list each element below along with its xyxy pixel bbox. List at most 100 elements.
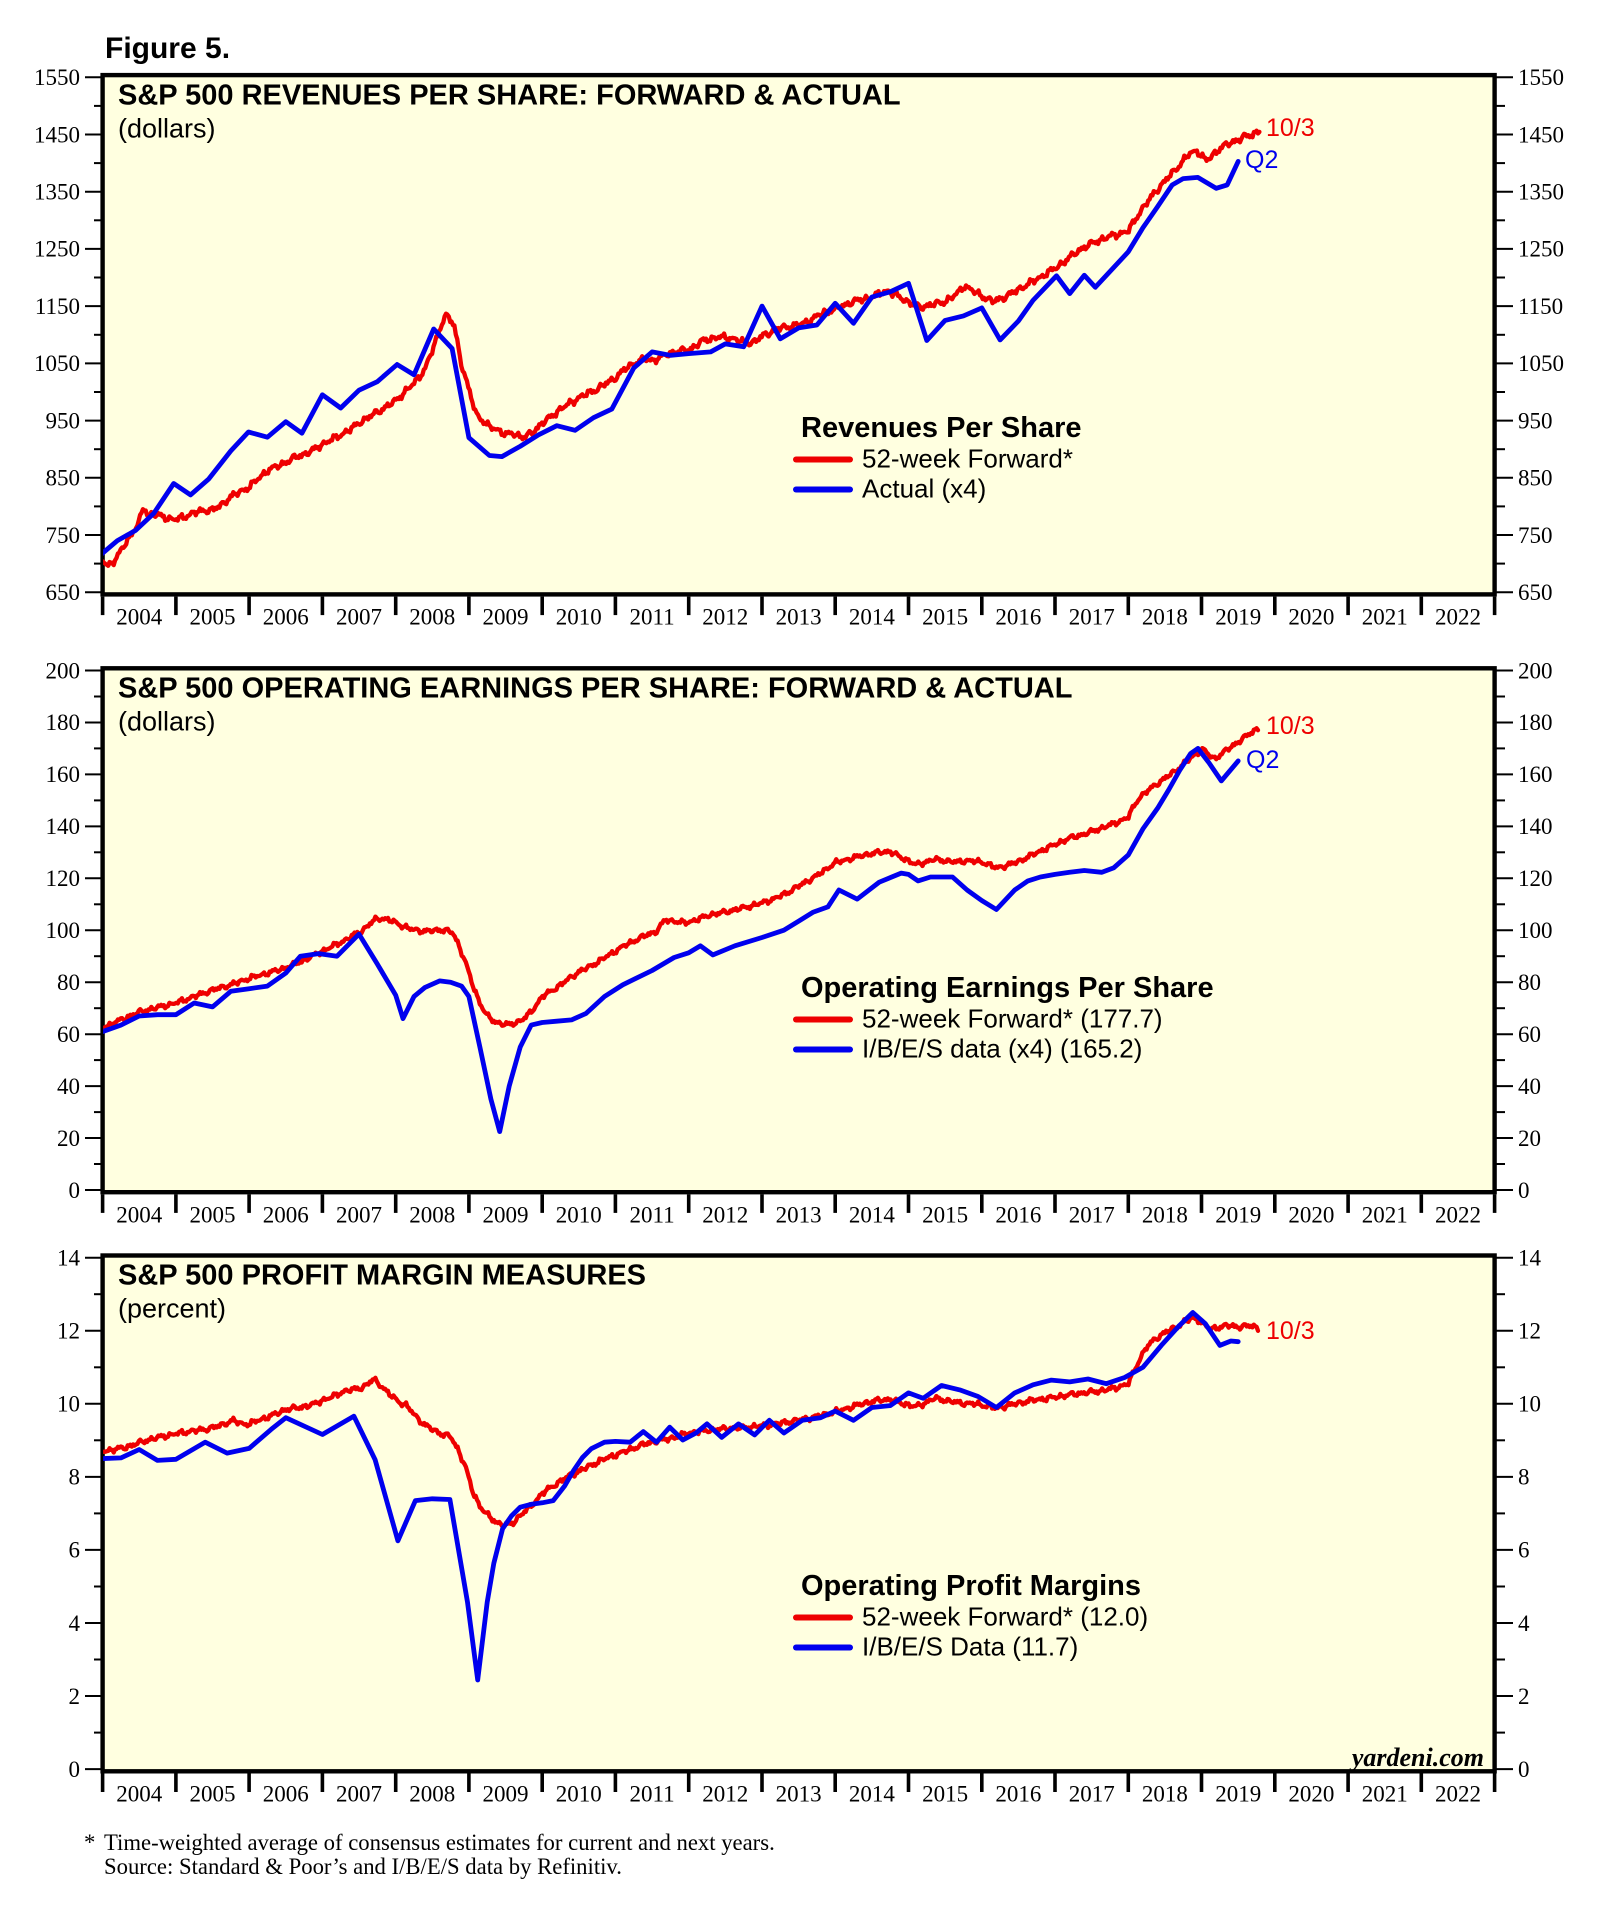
svg-text:120: 120	[1518, 866, 1553, 891]
svg-text:950: 950	[46, 408, 81, 433]
svg-text:2011: 2011	[630, 605, 675, 630]
svg-text:10/3: 10/3	[1266, 712, 1315, 740]
svg-text:2017: 2017	[1069, 605, 1115, 630]
svg-text:2019: 2019	[1215, 1203, 1261, 1228]
svg-text:(dollars): (dollars)	[118, 707, 216, 737]
svg-text:2012: 2012	[702, 1782, 748, 1807]
svg-text:Actual (x4): Actual (x4)	[862, 474, 986, 504]
svg-text:40: 40	[1518, 1074, 1541, 1099]
svg-text:2018: 2018	[1142, 605, 1188, 630]
svg-text:100: 100	[1518, 918, 1553, 943]
svg-text:*: *	[84, 1830, 95, 1855]
svg-text:2006: 2006	[263, 1782, 309, 1807]
svg-text:10/3: 10/3	[1266, 114, 1315, 142]
svg-text:1250: 1250	[34, 237, 80, 262]
svg-text:2019: 2019	[1215, 1782, 1261, 1807]
svg-text:2012: 2012	[702, 1203, 748, 1228]
svg-text:2022: 2022	[1435, 1203, 1481, 1228]
svg-text:6: 6	[69, 1538, 81, 1563]
svg-text:2013: 2013	[776, 1203, 822, 1228]
svg-text:52-week Forward*: 52-week Forward*	[862, 444, 1073, 474]
svg-text:2021: 2021	[1362, 1782, 1408, 1807]
svg-text:2008: 2008	[409, 1782, 455, 1807]
svg-text:2007: 2007	[336, 1203, 382, 1228]
svg-text:2011: 2011	[630, 1203, 675, 1228]
svg-text:Source: Standard & Poor’s and: Source: Standard & Poor’s and I/B/E/S da…	[104, 1854, 622, 1879]
svg-text:2019: 2019	[1215, 605, 1261, 630]
svg-text:2014: 2014	[849, 605, 896, 630]
svg-text:2010: 2010	[556, 1203, 602, 1228]
svg-text:2007: 2007	[336, 1782, 382, 1807]
svg-text:2017: 2017	[1069, 1782, 1115, 1807]
svg-text:6: 6	[1518, 1538, 1530, 1563]
svg-text:1050: 1050	[1518, 351, 1564, 376]
svg-text:2006: 2006	[263, 1203, 309, 1228]
svg-text:(percent): (percent)	[118, 1294, 226, 1324]
svg-text:60: 60	[57, 1022, 80, 1047]
svg-text:2018: 2018	[1142, 1203, 1188, 1228]
svg-text:2010: 2010	[556, 1782, 602, 1807]
svg-text:100: 100	[46, 918, 81, 943]
svg-text:0: 0	[69, 1757, 81, 1782]
svg-text:10/3: 10/3	[1266, 1317, 1315, 1345]
svg-text:2009: 2009	[483, 605, 529, 630]
svg-text:2013: 2013	[776, 1782, 822, 1807]
svg-text:Time-weighted average of conse: Time-weighted average of consensus estim…	[104, 1830, 775, 1855]
svg-text:160: 160	[46, 762, 81, 787]
svg-text:Operating Profit Margins: Operating Profit Margins	[801, 1570, 1141, 1602]
svg-text:80: 80	[1518, 970, 1541, 995]
svg-text:2017: 2017	[1069, 1203, 1115, 1228]
svg-text:2014: 2014	[849, 1203, 896, 1228]
svg-text:Q2: Q2	[1245, 146, 1278, 174]
svg-text:S&P 500 PROFIT MARGIN MEASURES: S&P 500 PROFIT MARGIN MEASURES	[118, 1260, 646, 1292]
svg-text:10: 10	[1518, 1392, 1541, 1417]
svg-text:Figure 5.: Figure 5.	[105, 32, 230, 65]
svg-text:40: 40	[57, 1074, 80, 1099]
svg-text:2022: 2022	[1435, 605, 1481, 630]
svg-text:1050: 1050	[34, 351, 80, 376]
svg-text:2006: 2006	[263, 605, 309, 630]
svg-text:2020: 2020	[1288, 1782, 1334, 1807]
svg-text:80: 80	[57, 970, 80, 995]
svg-text:8: 8	[69, 1465, 81, 1490]
svg-text:14: 14	[1518, 1246, 1542, 1271]
svg-text:850: 850	[1518, 466, 1553, 491]
svg-text:2011: 2011	[630, 1782, 675, 1807]
svg-text:1350: 1350	[34, 180, 80, 205]
svg-text:12: 12	[57, 1319, 80, 1344]
svg-text:2016: 2016	[995, 1782, 1041, 1807]
svg-text:1550: 1550	[34, 65, 80, 90]
svg-text:2004: 2004	[116, 1203, 163, 1228]
svg-text:2015: 2015	[922, 1782, 968, 1807]
svg-text:Q2: Q2	[1246, 746, 1279, 774]
svg-text:2021: 2021	[1362, 605, 1408, 630]
svg-text:180: 180	[46, 710, 81, 735]
svg-text:0: 0	[69, 1178, 81, 1203]
svg-text:140: 140	[46, 814, 81, 839]
svg-text:2020: 2020	[1288, 605, 1334, 630]
svg-text:2009: 2009	[483, 1203, 529, 1228]
svg-text:1450: 1450	[1518, 122, 1564, 147]
svg-text:180: 180	[1518, 710, 1553, 735]
svg-text:12: 12	[1518, 1319, 1541, 1344]
svg-text:140: 140	[1518, 814, 1553, 839]
svg-text:60: 60	[1518, 1022, 1541, 1047]
svg-text:2007: 2007	[336, 605, 382, 630]
svg-text:2022: 2022	[1435, 1782, 1481, 1807]
svg-text:1150: 1150	[1518, 294, 1563, 319]
svg-text:S&P 500 REVENUES PER SHARE: FO: S&P 500 REVENUES PER SHARE: FORWARD & AC…	[118, 79, 901, 111]
svg-text:yardeni.com: yardeni.com	[1349, 1743, 1484, 1772]
svg-text:I/B/E/S Data (11.7): I/B/E/S Data (11.7)	[862, 1632, 1078, 1662]
svg-text:4: 4	[1518, 1611, 1530, 1636]
svg-text:2018: 2018	[1142, 1782, 1188, 1807]
svg-text:(dollars): (dollars)	[118, 113, 216, 143]
svg-text:650: 650	[1518, 580, 1553, 605]
svg-text:2014: 2014	[849, 1782, 896, 1807]
svg-text:I/B/E/S data (x4) (165.2): I/B/E/S data (x4) (165.2)	[862, 1034, 1142, 1064]
svg-text:2013: 2013	[776, 605, 822, 630]
svg-text:2012: 2012	[702, 605, 748, 630]
svg-text:2004: 2004	[116, 605, 163, 630]
svg-text:2015: 2015	[922, 605, 968, 630]
svg-text:8: 8	[1518, 1465, 1530, 1490]
svg-text:0: 0	[1518, 1757, 1530, 1782]
